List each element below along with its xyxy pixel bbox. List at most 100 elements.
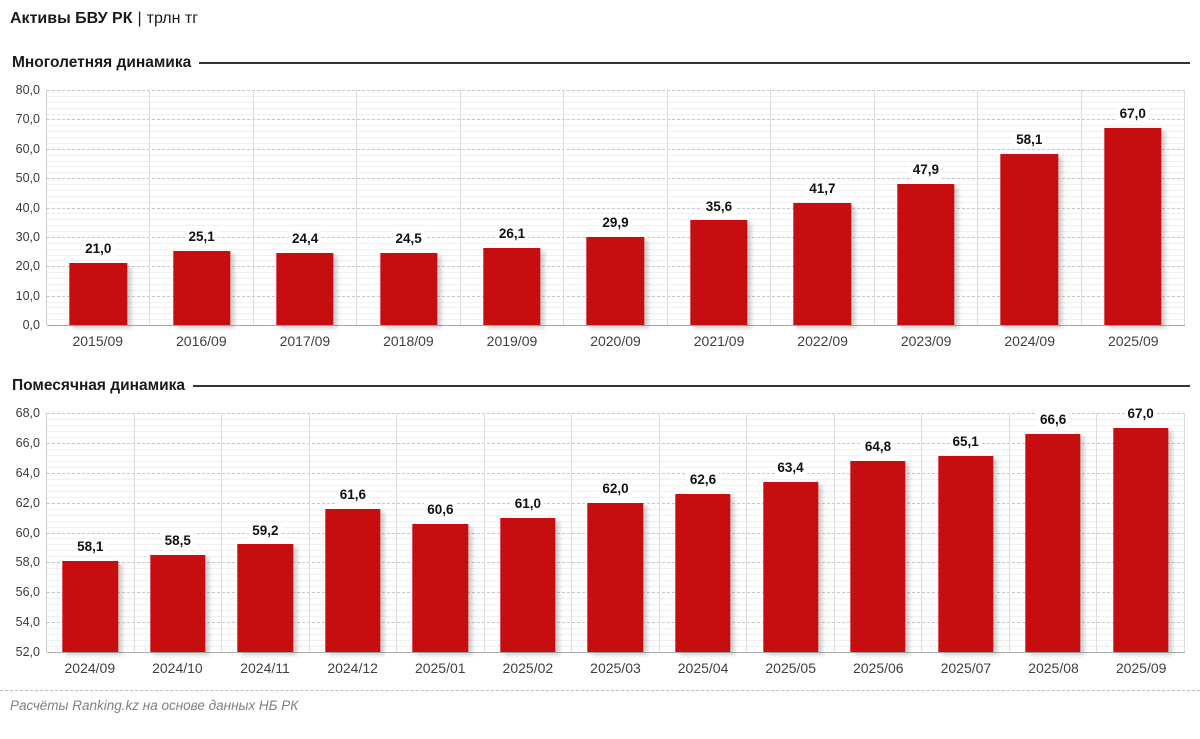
bar-value-label: 67,0 <box>1116 106 1149 124</box>
gridline-minor <box>47 466 1185 468</box>
bar <box>1000 154 1058 325</box>
gridline-minor <box>47 201 1185 203</box>
gridline-minor <box>47 101 1185 103</box>
x-axis-label: 2015/09 <box>72 333 124 349</box>
bar-value-label: 25,1 <box>185 229 218 247</box>
gridline-minor <box>47 131 1185 133</box>
bar-value-label: 61,0 <box>511 495 545 513</box>
category-cell: 60,6 <box>397 413 485 652</box>
bar <box>62 560 118 652</box>
bar-value-label: 24,4 <box>288 231 322 249</box>
category-cell: 26,1 <box>461 90 565 325</box>
bar <box>762 481 819 652</box>
category-cell: 24,5 <box>357 90 461 325</box>
x-axis-label: 2025/04 <box>677 660 729 676</box>
gridline-major <box>47 207 1185 209</box>
bar-value-label: 63,4 <box>774 459 807 477</box>
gridline-minor <box>47 154 1185 156</box>
bar-value-label: 62,0 <box>599 480 632 498</box>
bar <box>1025 433 1081 652</box>
gridline-minor <box>47 107 1185 109</box>
bar-value-label: 26,1 <box>495 226 529 244</box>
gridline-major <box>47 442 1185 444</box>
bar-value-label: 67,0 <box>1124 406 1157 423</box>
x-axis-spacer <box>0 660 46 676</box>
y-axis-tick-label: 60,0 <box>15 141 40 156</box>
bar-value-label: 66,6 <box>1036 412 1070 429</box>
y-axis-tick-label: 20,0 <box>15 259 40 274</box>
gridline-minor <box>47 113 1185 115</box>
category-cell: 58,5 <box>135 413 223 652</box>
bar-value-label: 62,6 <box>686 471 720 489</box>
chart-multiyear: 0,0 10,0 20,0 30,0 40,0 50,0 60,0 70,0 80,0 21,0… <box>0 83 1200 349</box>
bar <box>850 460 906 652</box>
x-axis-label: 2025/05 <box>765 660 816 676</box>
x-axis-spacer <box>0 333 46 349</box>
bar <box>237 544 294 652</box>
page-title-main: Активы БВУ РК <box>10 10 133 27</box>
bar <box>379 253 438 325</box>
bar-value-label: 58,1 <box>74 539 107 556</box>
axis-baseline <box>47 652 1185 653</box>
axis-baseline <box>47 325 1185 326</box>
gridline-minor <box>47 172 1185 174</box>
section-title: Многолетняя динамика <box>12 54 192 71</box>
bar-value-label: 64,8 <box>861 438 895 456</box>
x-axis-label: 2024/09 <box>64 660 116 676</box>
bar-value-label: 58,5 <box>161 533 194 550</box>
category-cell: 35,6 <box>668 90 772 325</box>
section-header-monthly: Помесячная динамика <box>12 375 1190 397</box>
category-cell: 65,1 <box>922 413 1010 652</box>
y-axis-tick-label: 66,0 <box>15 435 40 450</box>
bar <box>690 220 748 325</box>
y-axis-tick-label: 0,0 <box>22 318 40 332</box>
bar <box>483 248 541 325</box>
bar-value-label: 59,2 <box>249 522 282 540</box>
category-cell: 63,4 <box>747 413 835 652</box>
x-axis-label: 2025/09 <box>1115 660 1167 676</box>
gridline-minor <box>47 160 1185 162</box>
credit-text: Расчёты Ranking.kz на основе данных НБ Р… <box>10 698 299 713</box>
section-rule <box>199 62 1190 64</box>
y-axis-tick-label: 64,0 <box>15 465 40 480</box>
gridline-major <box>47 148 1185 150</box>
page-title: Активы БВУ РК | трлн тг <box>0 0 1200 36</box>
category-cell: 29,9 <box>564 90 668 325</box>
bar-value-label: 60,6 <box>424 501 457 519</box>
y-axis-tick-label: 58,0 <box>15 555 40 570</box>
category-cells: 58,1 58,5 59,2 61,6 60,6 61,0 62,0 62,6 63,4 64,8… <box>47 406 1185 652</box>
gridline-minor <box>47 184 1185 185</box>
chart-monthly: 52,0 54,0 56,0 58,0 60,0 62,0 64,0 66,0 68,0 58,… <box>0 406 1200 676</box>
x-axis-label: 2025/09 <box>1107 333 1159 349</box>
x-axis-label: 2024/12 <box>327 660 378 676</box>
gridline-major <box>47 119 1185 121</box>
x-axis-labels: 2024/09 2024/10 2024/11 2024/12 2025/01 2025/… <box>46 660 1185 676</box>
x-axis-label: 2021/09 <box>693 333 745 349</box>
gridline-minor <box>47 125 1185 127</box>
y-axis: 0,0 10,0 20,0 30,0 40,0 50,0 60,0 70,0 80,0 <box>0 83 46 332</box>
y-axis-tick-label: 54,0 <box>15 615 40 630</box>
x-axis: 2015/09 2016/09 2017/09 2018/09 2019/09 2020/… <box>0 325 1185 349</box>
plot-area: 21,0 25,1 24,4 24,5 26,1 29,9 35,6 41,7 47,9 58,1… <box>46 90 1185 326</box>
x-axis-label: 2024/09 <box>1004 333 1055 349</box>
gridline-minor <box>47 189 1185 191</box>
section-title: Помесячная динамика <box>12 377 186 394</box>
gridline-minor <box>47 478 1185 480</box>
bar-value-label: 58,1 <box>1013 132 1046 150</box>
x-axis-label: 2016/09 <box>176 333 227 349</box>
gridline-major <box>47 413 1185 414</box>
category-cell: 61,6 <box>310 413 398 652</box>
gridline-minor <box>47 137 1185 138</box>
x-axis-label: 2024/10 <box>152 660 203 676</box>
y-axis-tick-label: 62,0 <box>15 495 40 510</box>
y-axis-tick-label: 30,0 <box>15 229 40 244</box>
gridline-major <box>47 90 1185 91</box>
bar <box>793 202 852 325</box>
credit-divider: Расчёты Ranking.kz на основе данных НБ Р… <box>0 690 1200 713</box>
x-axis-label: 2025/03 <box>590 660 641 676</box>
gridline-minor <box>47 436 1185 438</box>
bar <box>675 493 731 652</box>
y-axis-tick-label: 52,0 <box>15 645 40 659</box>
bar <box>412 523 469 652</box>
bar-value-label: 41,7 <box>806 180 839 198</box>
